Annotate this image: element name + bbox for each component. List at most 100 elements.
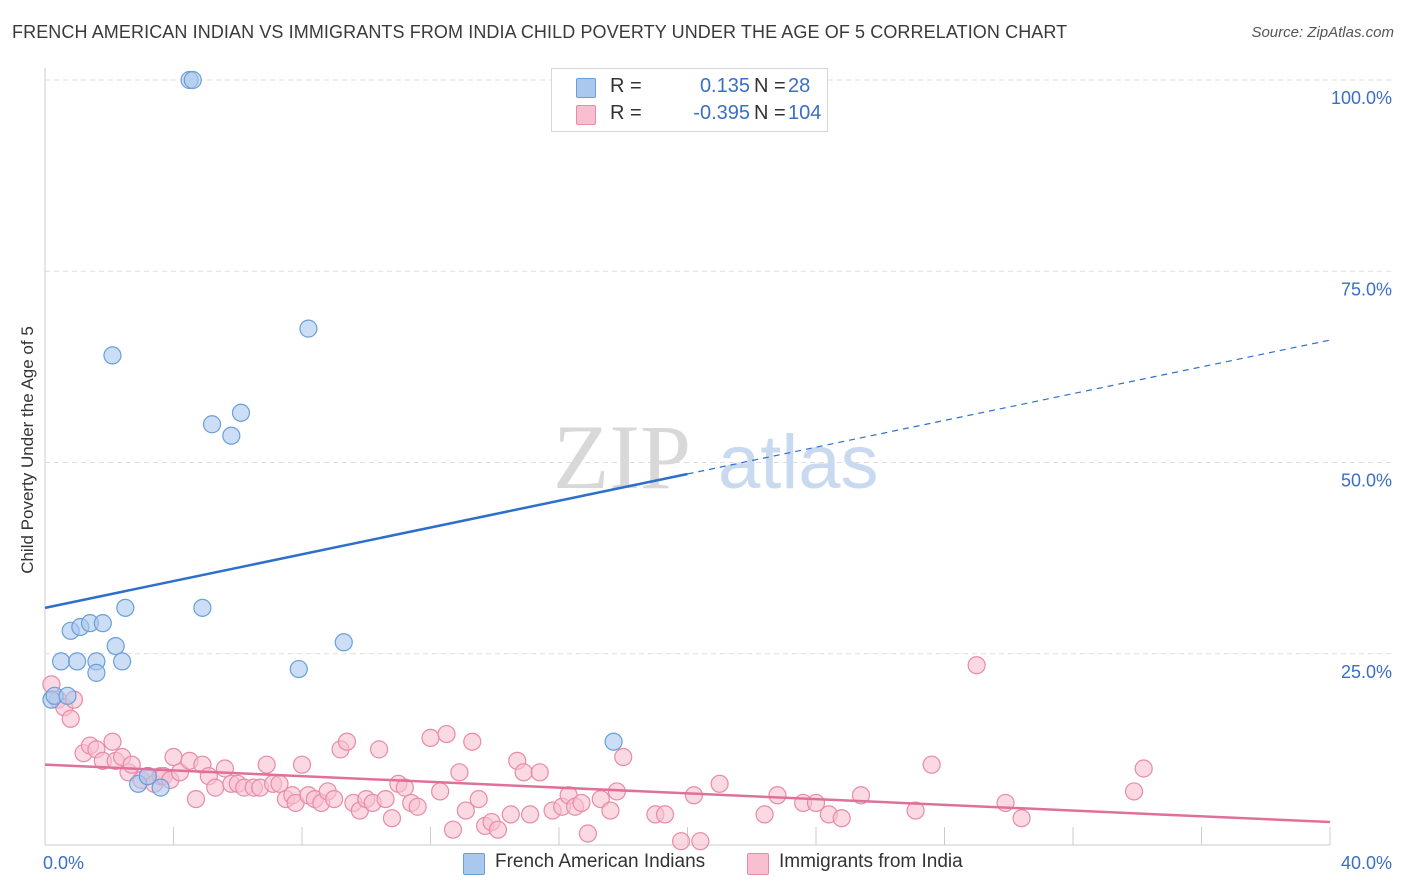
- india-point: [684, 786, 704, 805]
- french-point: [183, 70, 202, 90]
- india-point: [572, 793, 591, 813]
- india-point: [1134, 759, 1153, 778]
- india-point: [456, 801, 475, 820]
- chart-title: FRENCH AMERICAN INDIAN VS IMMIGRANTS FRO…: [12, 22, 1068, 42]
- french-point: [87, 663, 106, 682]
- french-point: [151, 778, 170, 797]
- legend-r-label: R =: [610, 75, 642, 97]
- legend-swatch-french: [576, 78, 596, 98]
- india-point: [967, 656, 986, 675]
- india-point: [382, 809, 402, 828]
- french-point: [68, 652, 87, 671]
- india-point: [257, 755, 276, 774]
- india-point: [922, 755, 941, 774]
- india-point: [710, 774, 729, 793]
- y-tick-label: 75.0%: [1341, 279, 1392, 299]
- legend-r-label: R =: [610, 102, 642, 124]
- india-point: [530, 763, 549, 782]
- india-point: [488, 820, 508, 839]
- india-point: [408, 797, 427, 816]
- india-point: [337, 732, 357, 751]
- french-point: [106, 636, 125, 656]
- french-point: [103, 346, 122, 365]
- india-point: [671, 832, 691, 851]
- legend-n-label: N =: [754, 102, 786, 124]
- india-point: [292, 755, 312, 774]
- india-point: [755, 805, 774, 824]
- french-point: [116, 598, 135, 617]
- french-point: [334, 633, 353, 652]
- india-point: [421, 728, 440, 748]
- watermark-zip: ZIP: [553, 406, 691, 508]
- india-point: [206, 778, 225, 797]
- india-point: [325, 789, 344, 809]
- india-point: [164, 747, 183, 767]
- bottom-legend-label-india: Immigrants from India: [779, 851, 963, 872]
- india-point: [1012, 809, 1031, 828]
- india-point: [437, 724, 456, 744]
- bottom-legend-swatch-french: [463, 853, 485, 875]
- legend-n-label: N =: [754, 75, 786, 97]
- india-point: [370, 740, 389, 759]
- india-point: [61, 709, 80, 728]
- india-point: [614, 747, 633, 767]
- india-point: [463, 732, 482, 751]
- x-tick-label-max: 40.0%: [1341, 853, 1392, 873]
- india-point: [1124, 782, 1144, 801]
- india-point: [443, 820, 463, 839]
- india-point: [450, 763, 469, 782]
- india-point: [655, 805, 675, 824]
- french-point: [202, 415, 222, 434]
- french-point: [193, 598, 212, 617]
- bottom-legend-label-french: French American Indians: [495, 851, 706, 872]
- legend-swatch-india: [576, 105, 596, 125]
- india-point: [103, 732, 122, 751]
- french-point: [299, 319, 318, 338]
- french-point: [604, 732, 623, 751]
- tick-labels: 25.0% 50.0% 75.0% 100.0% 0.0% 40.0%: [43, 88, 1392, 873]
- bottom-legend-swatch-india: [747, 853, 769, 875]
- india-point: [851, 786, 871, 805]
- india-point: [768, 786, 787, 805]
- series-india-points: [42, 656, 1153, 851]
- india-point: [832, 809, 851, 828]
- x-tick-label-min: 0.0%: [43, 853, 84, 873]
- india-point: [514, 763, 533, 782]
- india-point: [376, 789, 395, 809]
- gridlines: [45, 79, 1392, 655]
- legend-r-value: -0.395: [693, 102, 750, 124]
- french-point: [58, 686, 77, 705]
- legend-r-value: 0.135: [699, 75, 750, 97]
- trend-lines: [44, 339, 1331, 824]
- india-point: [601, 801, 620, 820]
- french-point: [51, 652, 71, 671]
- india-point: [469, 789, 488, 809]
- india-point: [431, 782, 450, 801]
- india-point: [186, 789, 206, 809]
- french-point: [289, 659, 308, 679]
- french-point: [222, 426, 241, 445]
- y-tick-label: 100.0%: [1331, 88, 1392, 108]
- india-point: [122, 755, 141, 774]
- legend: R = 0.135 N = 28 R = -0.395 N = 104: [551, 68, 828, 132]
- french-point: [231, 403, 251, 422]
- series-french-points: [42, 70, 623, 797]
- india-point: [906, 801, 925, 820]
- legend-n-value: 104: [788, 102, 822, 124]
- french-point: [93, 614, 112, 633]
- french-point: [138, 767, 157, 786]
- india-point: [215, 759, 234, 778]
- india-point: [501, 805, 520, 824]
- source-label: Source: ZipAtlas.com: [1251, 24, 1394, 41]
- india-point: [578, 824, 598, 843]
- india-point: [520, 805, 540, 824]
- india-point: [395, 778, 414, 797]
- india-trend-line: [44, 763, 1331, 824]
- india-point: [691, 832, 710, 851]
- legend-n-value: 28: [788, 75, 811, 97]
- y-tick-label: 50.0%: [1341, 471, 1392, 491]
- y-tick-label: 25.0%: [1341, 662, 1392, 682]
- french-trend-line: [44, 472, 688, 610]
- french-point: [112, 652, 132, 671]
